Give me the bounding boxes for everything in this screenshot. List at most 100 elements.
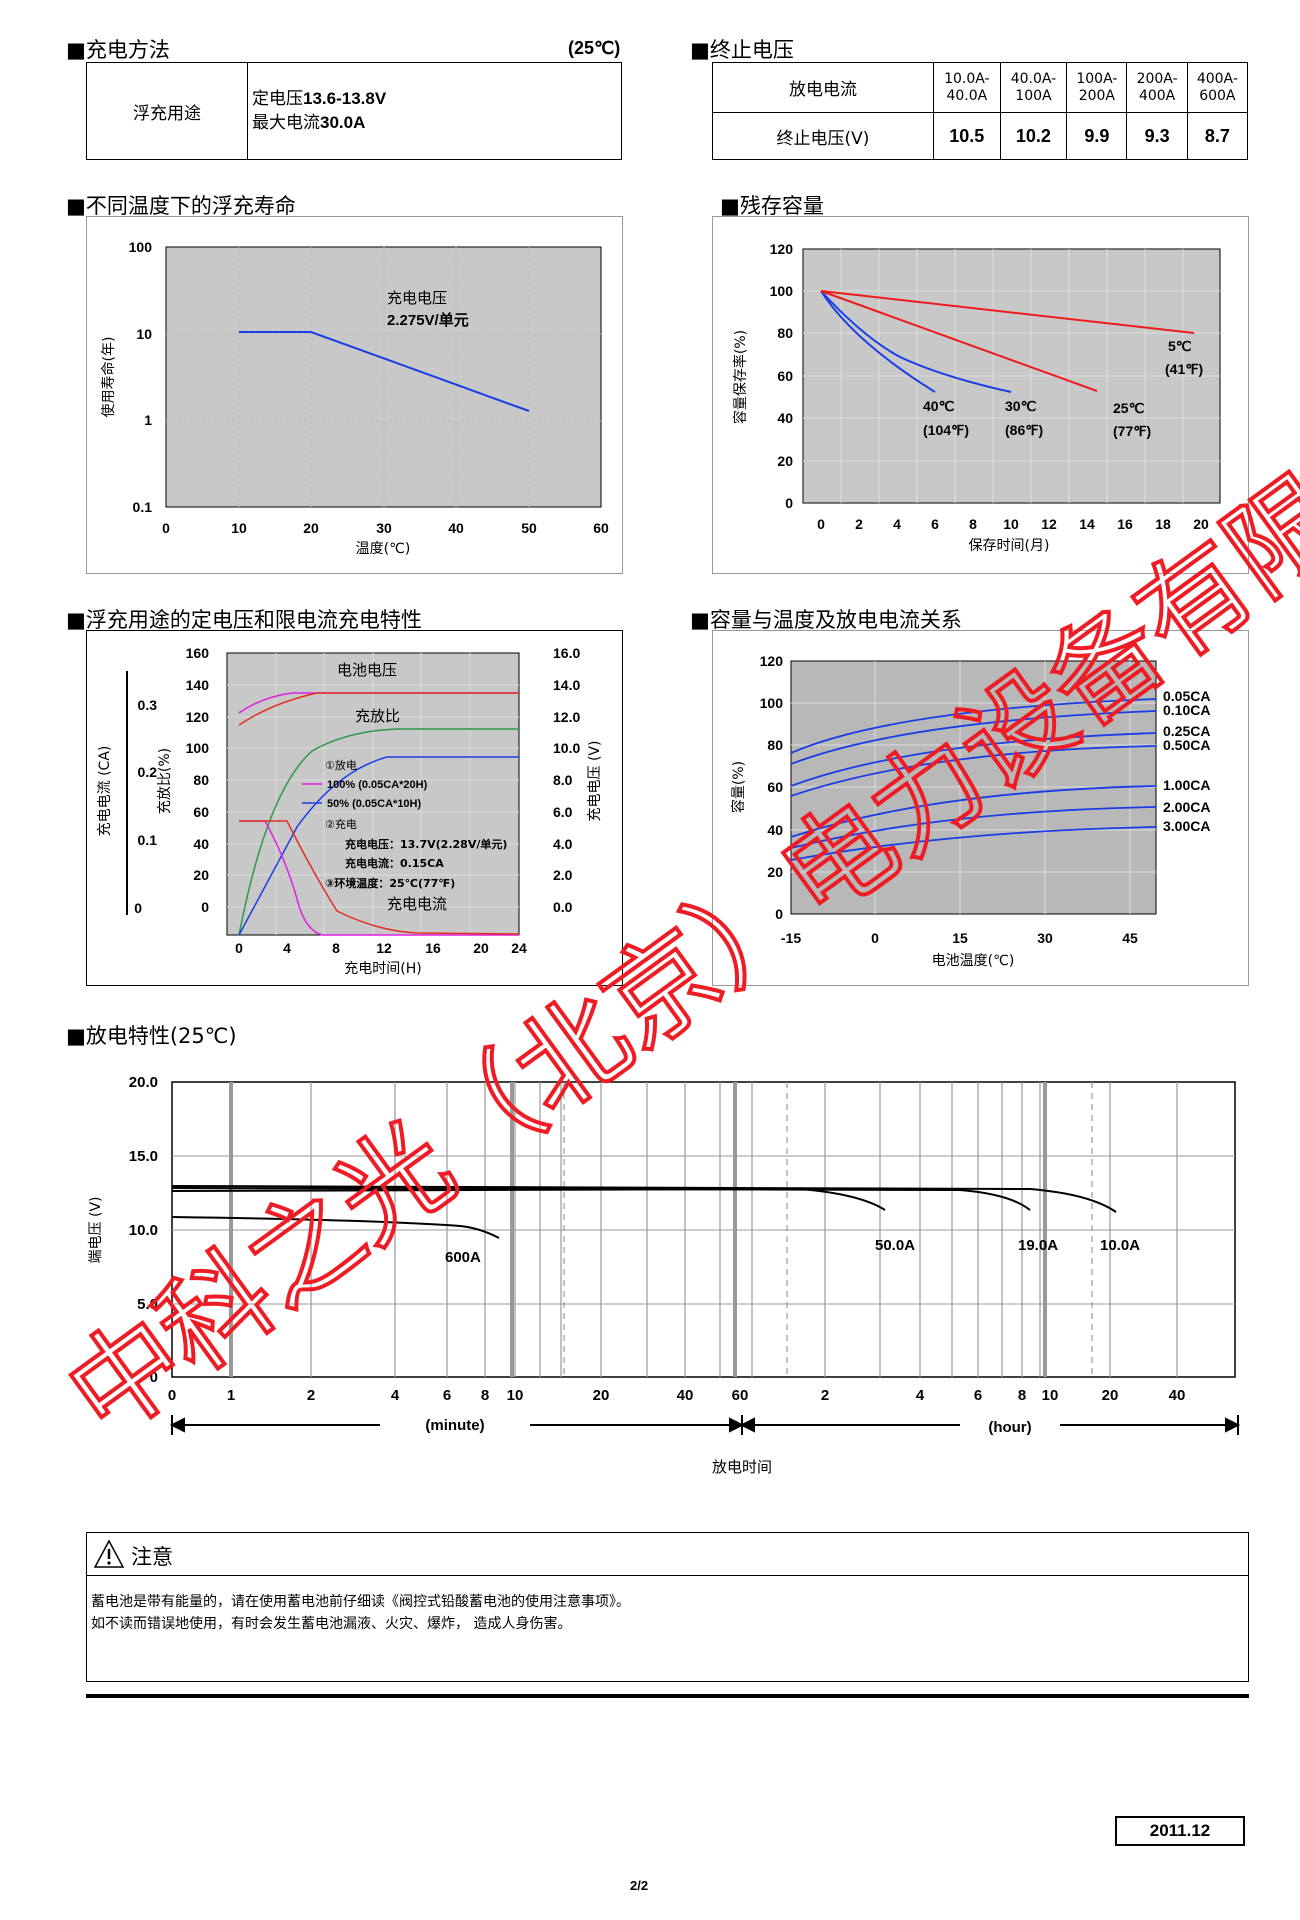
ct-xlabel: 电池温度(℃) [932,953,1015,969]
caution-title: 注意 [131,1545,173,1569]
rc-ylabel: 容量保存率(%) [732,330,749,424]
fl-xtick-4: 40 [448,520,464,536]
rc-ytick-3: 60 [777,368,793,384]
dc-ylabel: 端电压 (V) [88,1197,104,1264]
fc-legend-2: 50% (0.05CA*10H) [327,798,421,810]
fc-ytick-v-3: 10.0 [553,740,580,756]
fc-ytick-r-4: 80 [193,772,209,788]
warning-icon [93,1539,125,1568]
fc-charge-voltage: 充电电压：13.7V(2.28V/单元) [345,837,507,851]
fc-ylabel-right: 充电电压 (V) [587,741,603,822]
fc-xtick-1: 4 [283,940,291,956]
fc-label-current: 充电电流 [387,896,447,913]
rc-label-40f: (104℉) [923,422,969,438]
rc-xtick-8: 16 [1117,516,1133,532]
end-voltage-4: 8.7 [1186,112,1249,160]
rc-ytick-6: 0 [785,495,793,511]
current-range-1: 40.0A- 100A [999,62,1068,113]
ct-xtick-1: 0 [871,930,879,946]
dc-label-10a: 10.0A [1100,1237,1140,1254]
rc-xtick-3: 6 [931,516,939,532]
dc-ytick-2: 10.0 [129,1222,158,1239]
ct-ylabel: 容量(%) [730,761,747,813]
rc-label-5c: 5℃ [1168,338,1192,354]
fc-label-ratio: 充放比 [355,708,400,725]
ct-xtick-0: -15 [781,930,801,946]
rc-xtick-6: 12 [1041,516,1057,532]
end-voltage-title: ■终止电压 [690,38,794,62]
float-life-annot1: 充电电压 [387,289,447,307]
caution-box: 注意 蓄电池是带有能量的，请在使用蓄电池前仔细读《阀控式铅酸蓄电池的使用注意事项… [86,1532,1249,1682]
fc-ytick-r-7: 20 [193,867,209,883]
fc-xtick-2: 8 [332,940,340,956]
capacity-temp-chart: 0.05CA 0.10CA 0.25CA 0.50CA 1.00CA 2.00C… [730,653,1210,969]
voltage-value: 13.6-13.8V [303,89,387,108]
fc-ytick-r-1: 140 [186,677,210,693]
current-range-0: 10.0A- 40.0A [933,62,1001,113]
residual-chart-box: 5℃ (41℉) 25℃ (77℉) 30℃ (86℉) 40℃ (104℉) … [712,216,1249,574]
ct-label-5: 2.00CA [1163,799,1210,815]
dc-curve-600a [171,1216,500,1239]
fc-ytick-ca-2: 0.1 [138,832,158,848]
end-voltage-3: 9.3 [1126,112,1188,160]
fl-xlabel: 温度(℃) [356,541,411,557]
fc-charge-current: 充电电流：0.15CA [345,856,444,870]
rc-ytick-2: 80 [777,325,793,341]
ct-curve-300 [790,826,1157,861]
dc-hour-label: (hour) [988,1419,1031,1436]
float-life-chart: 充电电压 2.275V/单元 100 10 1 0.1 0 10 20 30 4… [100,239,609,557]
dc-xtick-16: 40 [1169,1387,1186,1404]
fc-ylabel-left1: 充电电流 (CA) [97,746,113,837]
fl-xtick-2: 20 [303,520,319,536]
discharge-title: ■放电特性(25℃) [66,1020,237,1050]
fc-xtick-6: 24 [511,940,527,956]
float-life-chart-box: 充电电压 2.275V/单元 100 10 1 0.1 0 10 20 30 4… [86,216,623,574]
rc-label-30c: 30℃ [1005,398,1037,414]
rc-xtick-7: 14 [1079,516,1095,532]
date-box: 2011.12 [1115,1816,1245,1846]
dc-curve-19a [171,1187,1031,1211]
ct-curve-025 [790,732,1157,787]
ct-curve-100 [790,785,1157,838]
fc-note-charge: ②充电 [325,817,357,831]
end-voltage-row1-label: 放电电流 [712,62,934,113]
fc-ytick-v-5: 6.0 [553,804,573,820]
charge-method-temp: (25℃) [568,38,621,58]
rc-xtick-4: 8 [969,516,977,532]
ct-curve-005 [790,698,1157,754]
caution-line1: 蓄电池是带有能量的，请在使用蓄电池前仔细读《阀控式铅酸蓄电池的使用注意事项》。 [91,1594,630,1610]
dc-xtick-0: 0 [168,1387,176,1404]
rc-xtick-5: 10 [1003,516,1019,532]
dc-xtick-7: 20 [593,1387,610,1404]
fc-ytick-r-6: 40 [193,836,209,852]
fc-label-voltage: 电池电压 [337,662,397,679]
capacity-temp-title: ■容量与温度及放电电流关系 [690,608,962,632]
rc-label-40c: 40℃ [923,398,955,414]
discharge-title-text: ■放电特性(25℃) [66,1024,237,1048]
rc-xlabel: 保存时间(月) [969,538,1050,554]
bottom-rule [86,1694,1249,1698]
voltage-prefix: 定电压 [252,89,303,109]
ct-label-2: 0.25CA [1163,723,1210,739]
float-charge-chart: 电池电压 充放比 充电电流 ①放电 100% (0.05CA*20H) 50% … [97,645,603,977]
dc-xlabel: 放电时间 [712,1458,772,1476]
dc-xtick-14: 10 [1042,1387,1059,1404]
rc-label-25f: (77℉) [1113,423,1151,439]
end-voltage-1: 10.2 [999,112,1068,160]
dc-xtick-8: 40 [677,1387,694,1404]
ct-ytick-6: 0 [775,906,783,922]
fc-ytick-r-8: 0 [201,899,209,915]
ct-xtick-3: 30 [1037,930,1053,946]
dc-xtick-3: 4 [391,1387,400,1404]
float-life-curve [239,331,530,412]
rc-curve-40c [820,290,936,393]
fl-xtick-3: 30 [376,520,392,536]
rc-xtick-0: 0 [817,516,825,532]
dc-ytick-0: 20.0 [129,1074,158,1091]
fl-ytick-2: 1 [144,412,152,428]
fl-ylabel: 使用寿命(年) [100,337,117,418]
fc-xtick-3: 12 [376,940,392,956]
dc-xtick-11: 4 [916,1387,925,1404]
dc-label-50a: 50.0A [875,1237,915,1254]
end-voltage-0: 10.5 [933,112,1001,160]
